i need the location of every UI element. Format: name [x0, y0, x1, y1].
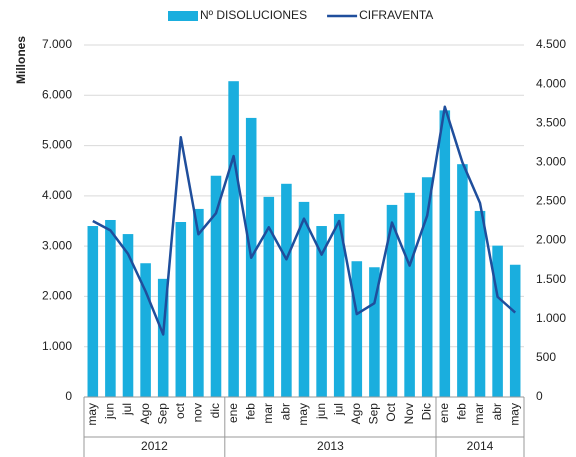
x-tick-label: Nov — [402, 403, 416, 424]
x-tick-label: nov — [191, 403, 205, 422]
y-tick-label: 3.000 — [42, 238, 72, 252]
y2-tick-label: 500 — [536, 350, 556, 364]
bar — [404, 192, 415, 397]
bar — [281, 183, 292, 397]
y-tick-label: 0 — [65, 389, 72, 403]
bar — [210, 175, 222, 397]
bar — [421, 177, 433, 397]
x-tick-label: jul — [331, 403, 345, 416]
y2-tick-label: 0 — [536, 389, 543, 403]
group-label: 2012 — [141, 439, 168, 453]
x-tick-label: may — [507, 403, 521, 426]
group-label: 2014 — [467, 439, 494, 453]
y2-tick-label: 2.000 — [536, 233, 566, 247]
x-tick-label: ene — [437, 403, 451, 423]
bar — [87, 226, 99, 397]
bar — [457, 164, 468, 397]
legend-label: CIFRAVENTA — [359, 8, 433, 22]
bar — [369, 267, 380, 397]
x-tick-label: Ago — [349, 403, 363, 425]
x-tick-label: dic — [208, 403, 222, 418]
bar — [509, 264, 521, 397]
x-tick-label: may — [85, 403, 99, 426]
x-tick-label: ene — [226, 403, 240, 423]
group-label: 2013 — [317, 439, 344, 453]
x-tick-label: jun — [314, 403, 328, 420]
bar — [263, 196, 275, 397]
legend-swatch — [168, 11, 198, 21]
y2-tick-label: 4.000 — [536, 76, 566, 90]
y-tick-label: 7.000 — [42, 37, 72, 51]
bar — [316, 226, 327, 397]
y2-tick-label: 2.500 — [536, 194, 566, 208]
x-tick-label: oct — [173, 402, 187, 419]
y2-tick-label: 1.500 — [536, 272, 566, 286]
y-tick-label: 2.000 — [42, 289, 72, 303]
bar — [193, 208, 204, 397]
y2-tick-label: 3.500 — [536, 115, 566, 129]
bar — [122, 234, 134, 397]
bar — [228, 81, 239, 397]
y-axis-label: Millones — [14, 36, 28, 84]
bar — [386, 204, 398, 397]
bar — [157, 278, 169, 397]
x-tick-label: abr — [279, 403, 293, 420]
bar — [439, 110, 451, 397]
x-tick-label: feb — [243, 403, 257, 420]
x-tick-label: Sep — [367, 403, 381, 425]
bar — [175, 222, 187, 397]
x-tick-label: Oct — [384, 402, 398, 421]
bar — [474, 210, 486, 397]
y-tick-label: 1.000 — [42, 339, 72, 353]
bar — [140, 263, 151, 397]
x-tick-label: jun — [103, 403, 117, 420]
x-tick-label: feb — [455, 403, 469, 420]
bar — [351, 261, 363, 397]
bar — [492, 245, 503, 397]
line — [92, 105, 517, 336]
y-tick-label: 6.000 — [42, 87, 72, 101]
y2-tick-label: 1.000 — [536, 311, 566, 325]
x-tick-label: Sep — [155, 403, 169, 425]
legend-label: Nº DISOLUCIONES — [200, 8, 307, 22]
x-tick-label: mar — [261, 403, 275, 424]
y-tick-label: 4.000 — [42, 188, 72, 202]
bar — [298, 201, 310, 397]
x-tick-label: Ago — [138, 403, 152, 425]
y2-tick-label: 4.500 — [536, 37, 566, 51]
bar — [333, 213, 345, 397]
x-tick-label: may — [296, 403, 310, 426]
x-tick-label: jul — [120, 403, 134, 416]
bar — [105, 219, 116, 397]
x-tick-label: mar — [472, 403, 486, 424]
y2-tick-label: 3.000 — [536, 155, 566, 169]
y-tick-label: 5.000 — [42, 138, 72, 152]
x-tick-label: abr — [490, 403, 504, 420]
x-tick-label: Dic — [419, 403, 433, 420]
